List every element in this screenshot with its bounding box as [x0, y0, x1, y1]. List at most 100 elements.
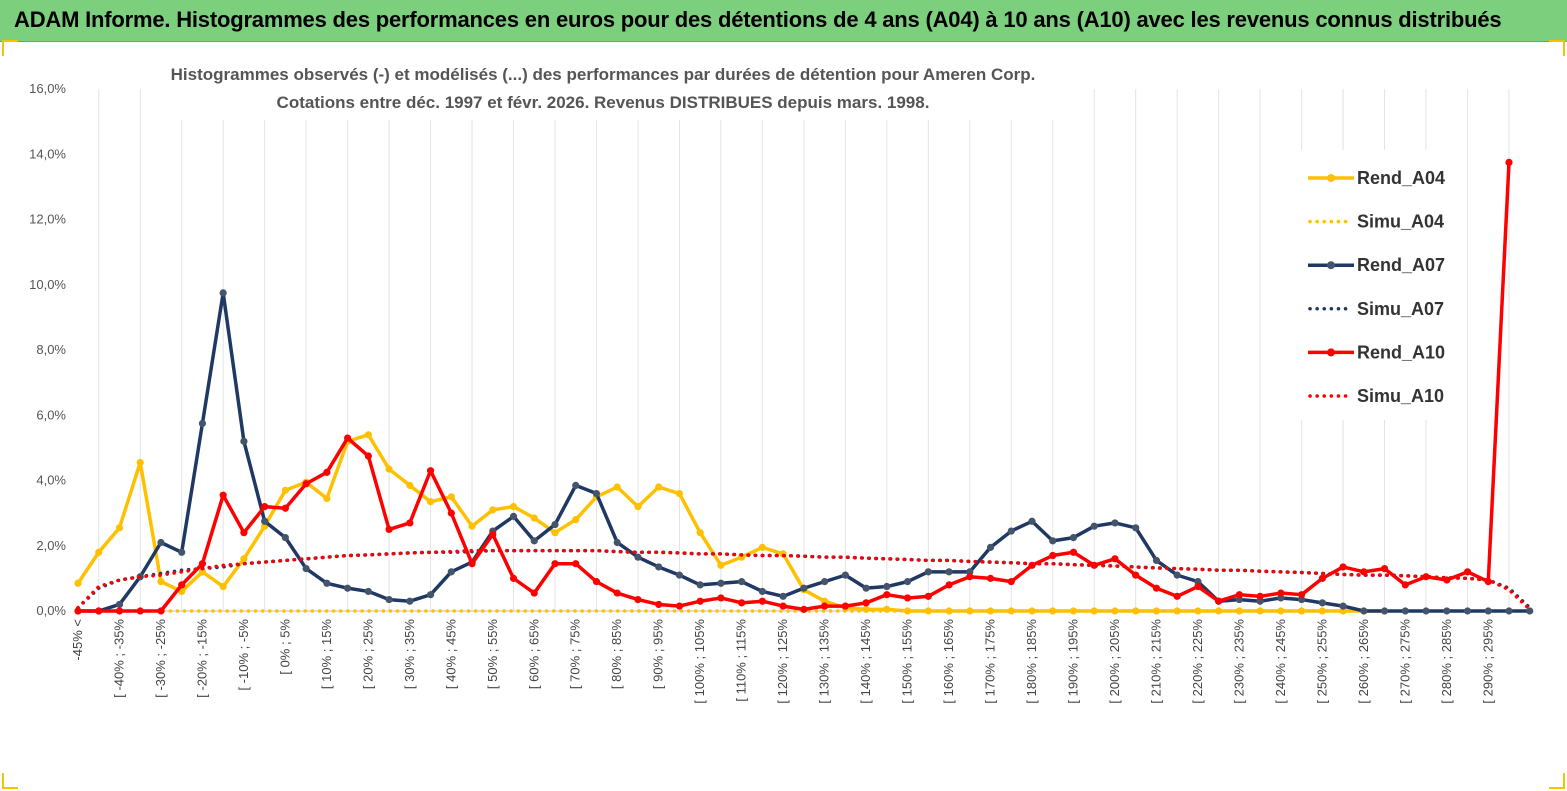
- data-point: [323, 494, 331, 503]
- series-simu_a10: [76, 548, 1532, 612]
- legend-marker: [1327, 174, 1335, 182]
- data-point: [821, 578, 829, 586]
- data-point: [551, 560, 559, 568]
- data-point: [240, 437, 248, 445]
- data-point: [1277, 607, 1285, 615]
- y-tick-label: 0,0%: [36, 603, 66, 618]
- x-tick-label: [ 90% ; 95%: [651, 619, 666, 690]
- frame-corner-top-left: [2, 40, 18, 56]
- x-tick-label: [ 50% ; 55%: [485, 619, 500, 690]
- x-tick-label: [ 40% ; 45%: [443, 619, 458, 690]
- data-point: [115, 600, 124, 609]
- legend-label: Rend_A10: [1357, 342, 1445, 362]
- y-tick-label: 14,0%: [29, 146, 66, 161]
- data-point: [157, 538, 165, 547]
- data-point: [364, 431, 372, 439]
- legend-item-simu_a10: Simu_A10: [1308, 386, 1444, 406]
- data-point: [1049, 551, 1057, 560]
- x-tick-label: [ 30% ; 35%: [402, 619, 417, 690]
- y-tick-label: 8,0%: [36, 342, 66, 357]
- data-point: [530, 514, 538, 522]
- data-point: [1277, 589, 1285, 597]
- data-point: [385, 525, 393, 534]
- x-tick-label: [ 140% ; 145%: [858, 619, 873, 704]
- x-tick-label: [ 200% ; 205%: [1107, 619, 1122, 704]
- data-point: [489, 506, 497, 514]
- data-point: [655, 600, 663, 609]
- data-point: [281, 533, 289, 542]
- legend-label: Rend_A07: [1357, 255, 1445, 275]
- data-point: [1298, 591, 1306, 599]
- data-point: [675, 602, 684, 610]
- data-point: [1069, 548, 1078, 556]
- data-point: [178, 548, 186, 556]
- data-point: [924, 568, 932, 576]
- data-point: [1111, 519, 1119, 527]
- data-point: [344, 584, 352, 592]
- legend-label: Simu_A10: [1357, 386, 1444, 406]
- data-point: [592, 578, 601, 586]
- data-point: [696, 529, 704, 537]
- data-point: [323, 579, 331, 587]
- x-tick-label: [ 190% ; 195%: [1065, 619, 1080, 704]
- data-point: [1173, 571, 1181, 579]
- data-point: [261, 503, 269, 511]
- histogram-chart: 0,0% 2,0% 4,0% 6,0% 8,0% 10,0% 12,0% 14,0% 16,0%…: [29, 58, 1534, 704]
- series-line: [76, 433, 1385, 613]
- data-point: [1028, 517, 1036, 525]
- x-tick-label: [ 180% ; 185%: [1024, 619, 1039, 704]
- report-banner: ADAM Informe. Histogrammes des performan…: [0, 0, 1567, 42]
- data-point: [738, 599, 746, 607]
- frame-corner-bottom-left: [2, 773, 18, 789]
- legend-label: Simu_A07: [1357, 299, 1444, 319]
- data-point: [1298, 607, 1306, 615]
- x-tick-label: [ 130% ; 135%: [817, 619, 832, 704]
- data-point: [1339, 563, 1347, 571]
- x-tick-label: [ 60% ; 65%: [526, 619, 541, 690]
- data-point: [841, 602, 849, 610]
- data-point: [696, 581, 704, 589]
- data-point: [95, 607, 103, 615]
- data-point: [696, 597, 704, 605]
- series-line: [78, 162, 1511, 613]
- data-point: [1007, 578, 1015, 586]
- data-point: [655, 483, 663, 491]
- y-tick-label: 4,0%: [36, 473, 66, 488]
- data-point: [240, 529, 248, 537]
- data-point: [675, 489, 684, 498]
- chart-gridlines: [78, 89, 1510, 612]
- x-tick-label: [ 80% ; 85%: [609, 619, 624, 690]
- data-point: [1215, 607, 1223, 615]
- x-tick-label: [ -40% ; -35%: [111, 619, 126, 698]
- data-point: [924, 592, 932, 600]
- data-point: [323, 468, 331, 476]
- y-tick-label: 12,0%: [29, 212, 66, 227]
- data-point: [219, 582, 227, 591]
- data-point: [966, 607, 974, 615]
- chart-title: Histogrammes observés (-) et modélisés (…: [171, 65, 1036, 84]
- x-tick-label: -45% <: [70, 619, 85, 661]
- data-point: [240, 555, 248, 563]
- data-point: [986, 607, 995, 615]
- x-tick-label: [ 0% ; 5%: [277, 619, 292, 675]
- y-tick-label: 10,0%: [29, 277, 66, 292]
- data-point: [572, 560, 580, 568]
- frame-corner-bottom-right: [1549, 773, 1565, 789]
- data-point: [406, 597, 414, 605]
- data-point: [945, 581, 953, 589]
- y-tick-label: 16,0%: [29, 81, 66, 96]
- legend-item-rend_a04: Rend_A04: [1308, 168, 1445, 188]
- x-tick-label: [ -30% ; -25%: [153, 619, 168, 698]
- legend-item-rend_a07: Rend_A07: [1308, 255, 1445, 275]
- data-point: [592, 489, 601, 498]
- x-tick-label: [ 270% ; 275%: [1397, 619, 1412, 704]
- x-tick-label: [ 100% ; 105%: [692, 619, 707, 704]
- data-point: [198, 419, 207, 428]
- data-point: [1339, 602, 1347, 610]
- data-point: [821, 602, 829, 610]
- data-point: [1069, 533, 1078, 542]
- data-point: [717, 594, 725, 602]
- data-point: [509, 503, 518, 511]
- x-tick-label: [ 290% ; 295%: [1480, 619, 1495, 704]
- x-tick-label: [ 260% ; 265%: [1356, 619, 1371, 704]
